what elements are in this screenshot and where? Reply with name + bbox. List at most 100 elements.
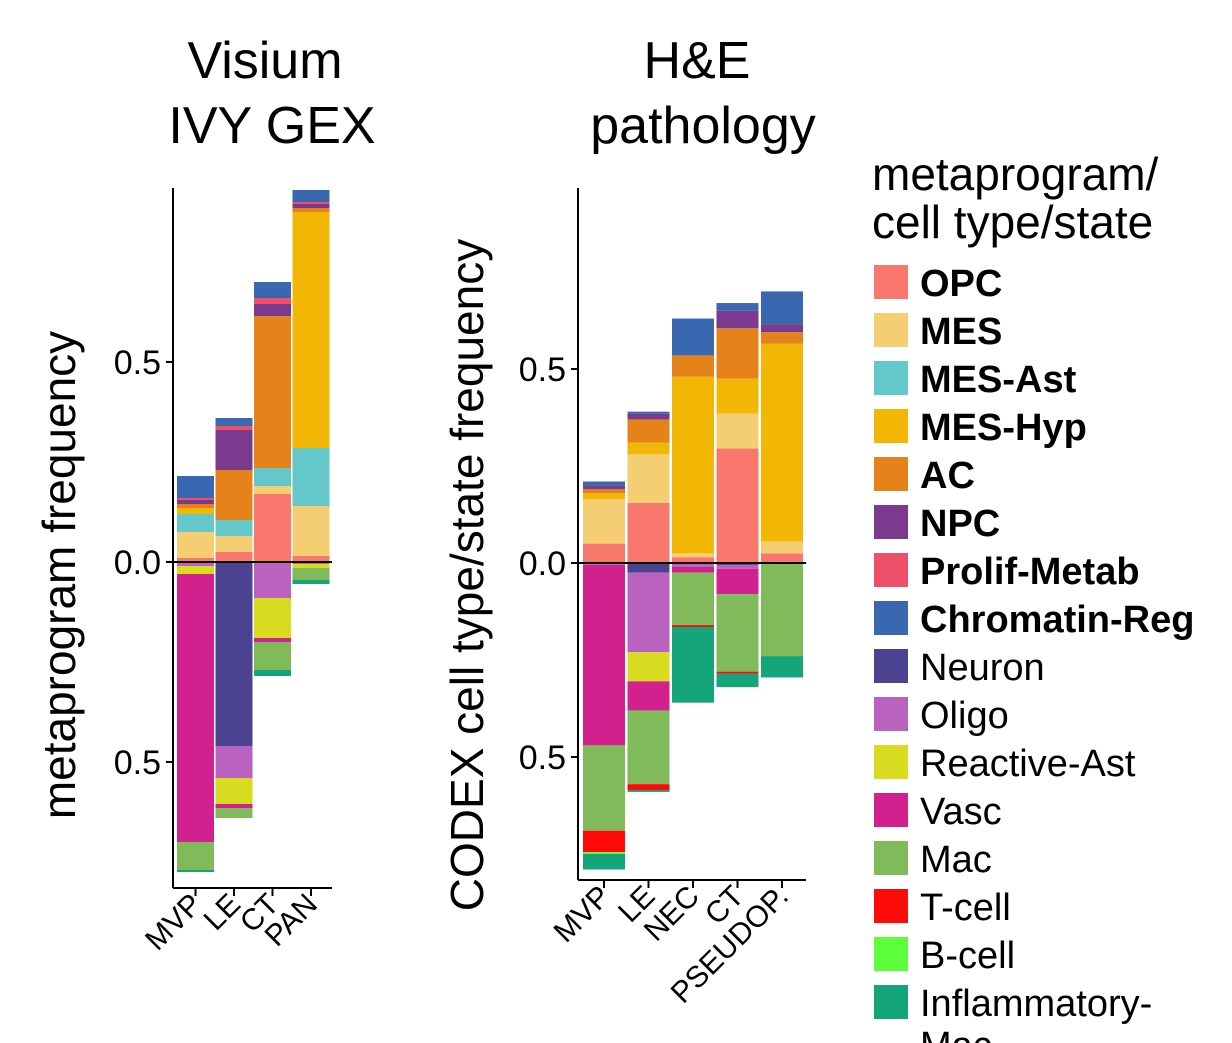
bar-segment-nec-mes [672, 553, 714, 558]
bar-segment-mvp-inflammatory-mac [583, 854, 625, 870]
legend-label: Reactive-Ast [920, 743, 1136, 785]
bar-segment-mvp-t-cell [583, 830, 625, 853]
legend-item-t-cell: T-cell [874, 887, 1011, 929]
bar-segment-le-mac [627, 710, 670, 785]
bar-segment-pan-ac [292, 208, 330, 212]
legend-label: Oligo [920, 695, 1009, 737]
bar-segment-pseudop-opc [761, 553, 803, 563]
bar-segment-le-mes-hyp [627, 442, 670, 455]
y-axis-title: metaprogram frequency [33, 331, 85, 819]
bar-segment-pseudop-npc [761, 324, 803, 333]
bar-segment-pseudop-ac [761, 332, 803, 344]
bar-segment-ct-mes-hyp [716, 378, 759, 414]
bar-segment-pseudop-chromatin-reg [761, 291, 803, 325]
y-tick-label: 0.0 [519, 545, 566, 583]
legend-label: MES [920, 311, 1002, 353]
bar-segment-le-prolif-metab [215, 426, 253, 430]
legend-item-mes: MES [874, 311, 1002, 353]
bar-segment-pseudop-mes-hyp [761, 343, 803, 542]
bar-segment-mvp-opc [583, 543, 625, 563]
bar-segment-ct-ac [254, 316, 291, 468]
bar-segment-pan-mac [292, 568, 330, 580]
legend-item-opc: OPC [874, 263, 1002, 305]
he-panel: H&E pathology CODEX cell type/state freq… [441, 32, 816, 1010]
bar-segment-ct-oligo [716, 564, 759, 569]
bar-segment-le-chromatin-reg [215, 418, 253, 426]
bar-segment-le-reactive-ast [627, 652, 670, 682]
legend-item-chromatin-reg: Chromatin-Reg [874, 599, 1194, 641]
bar-segment-le-t-cell [627, 784, 670, 790]
legend-swatch [874, 457, 908, 491]
bar-segment-le-mes [627, 454, 670, 503]
bar-segment-ct-npc [716, 310, 759, 329]
bar-segment-pan-chromatin-reg [292, 190, 330, 202]
legend-label-line: Inflammatory- [920, 983, 1152, 1025]
legend-swatch [874, 937, 908, 971]
legend-swatch [874, 505, 908, 539]
legend-item-mac: Mac [874, 839, 992, 881]
bar-segment-ct-inflammatory-mac [716, 673, 759, 688]
legend-title-line-2: cell type/state [872, 196, 1153, 248]
legend-swatch [874, 841, 908, 875]
panel-title-line-2: pathology [590, 97, 816, 155]
bar-segment-nec-mac [672, 572, 714, 626]
bar-segment-ct-mes [716, 413, 759, 449]
legend-title-line-1: metaprogram/ [872, 148, 1159, 200]
bar-segment-le-neuron [627, 563, 670, 573]
bar-segment-le-npc [215, 430, 253, 470]
bar-segment-le-ac [627, 419, 670, 443]
legend-label: MES-Hyp [920, 407, 1087, 449]
y-tick-label: 0.0 [114, 544, 161, 582]
bar-segment-mvp-mes-hyp [177, 508, 214, 514]
bar-segment-ct-mac [254, 642, 291, 670]
bar-segment-mvp-mes-ast [177, 514, 214, 532]
bar-segment-ct-mes-ast [254, 468, 291, 486]
bar-segment-le-reactive-ast [215, 778, 253, 804]
legend-swatch [874, 361, 908, 395]
bar-segment-nec-ac [672, 355, 714, 377]
bar-segment-le-vasc [215, 804, 253, 808]
bar-segment-pseudop-mes [761, 541, 803, 554]
bar-segment-ct-npc [254, 304, 291, 316]
bar-segment-mvp-mac [583, 745, 625, 831]
y-axis-title: CODEX cell type/state frequency [441, 239, 493, 911]
bar-segment-le-opc [215, 552, 253, 562]
legend-swatch [874, 409, 908, 443]
y-tick-label: 0.5 [519, 351, 566, 389]
bar-segment-mvp-chromatin-reg [583, 481, 625, 486]
legend-label: B-cell [920, 935, 1015, 977]
legend-label: Mac [920, 839, 992, 881]
legend-item-inflammatory-mac: Inflammatory-Mac [874, 983, 1152, 1043]
bar-segment-le-neuron [215, 562, 253, 746]
legend-item-prolif-metab: Prolif-Metab [874, 551, 1140, 593]
bar-segment-pan-reactive-ast [292, 564, 330, 568]
legend-label-line: Mac [920, 1025, 992, 1043]
legend-item-vasc: Vasc [874, 791, 1002, 833]
bar-segment-mvp-ac [177, 504, 214, 508]
bar-segment-pseudop-mac [761, 563, 803, 657]
bar-segment-ct-t-cell [716, 671, 759, 674]
bar-segment-le-oligo [215, 746, 253, 778]
bar-segment-mvp-chromatin-reg [177, 476, 214, 498]
bar-segment-le-oligo [627, 572, 670, 653]
legend-swatch [874, 889, 908, 923]
bar-segment-ct-reactive-ast [254, 598, 291, 638]
bar-segment-mvp-mes [583, 498, 625, 544]
bar-segment-ct-mac [716, 594, 759, 672]
bar-segment-nec-opc [672, 557, 714, 563]
y-tick-label: 0.5 [519, 739, 566, 777]
bar-segment-mvp-npc [177, 500, 214, 504]
x-tick-label-mvp: MVP [548, 880, 617, 949]
legend-swatch [874, 697, 908, 731]
legend-item-mes-hyp: MES-Hyp [874, 407, 1087, 449]
legend-label: AC [920, 455, 975, 497]
bar-segment-mvp-ac [583, 489, 625, 494]
bar-segment-pan-mes-hyp [292, 212, 330, 448]
legend-item-ac: AC [874, 455, 975, 497]
legend-swatch [874, 553, 908, 587]
bar-segment-mvp-prolif-metab [177, 498, 214, 500]
bar-segment-pan-mes [292, 506, 330, 556]
legend-label: NPC [920, 503, 1000, 545]
y-tick-label: 0.5 [114, 744, 161, 782]
